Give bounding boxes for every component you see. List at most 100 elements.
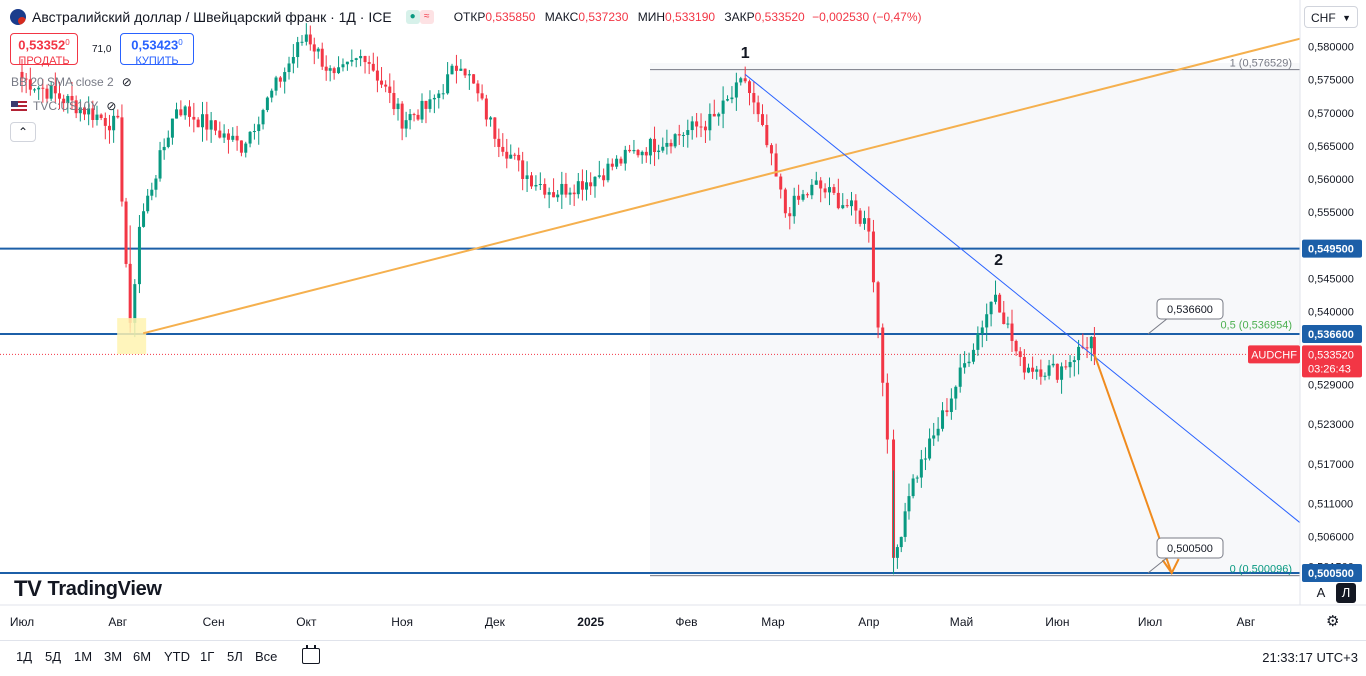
candle-body — [70, 95, 74, 101]
range-1m[interactable]: 1М — [74, 649, 93, 664]
candle-body — [497, 138, 501, 147]
candle-body — [213, 120, 217, 131]
eye-hidden-icon[interactable]: ⊘ — [121, 75, 132, 89]
last-price-text: 0,533520 — [1308, 349, 1354, 361]
candle-body — [814, 180, 818, 185]
candle-body — [976, 333, 980, 350]
candle-body — [400, 103, 404, 129]
candle-body — [158, 150, 162, 179]
range-all[interactable]: Все — [255, 649, 278, 664]
candle-body — [1014, 340, 1018, 352]
candle-body — [388, 86, 392, 93]
aud-chf-flag-icon — [10, 9, 26, 25]
candle-body — [899, 536, 903, 548]
candle-body — [257, 124, 261, 132]
candle-body — [1010, 323, 1014, 341]
chevron-up-icon: ⌃ — [17, 125, 29, 139]
candle-body — [1039, 369, 1043, 377]
ohlc-high-label: МАКС — [544, 10, 579, 24]
candle-body — [265, 97, 269, 111]
candle-body — [810, 184, 814, 196]
candle-body — [606, 163, 610, 181]
ohlc-open-value: 0,535850 — [485, 10, 536, 24]
time-axis[interactable]: Июл Авг Сен Окт Ноя Дек 2025 Фев Мар Апр Май Июн Июл… — [10, 615, 1256, 629]
calendar-icon[interactable] — [302, 645, 320, 664]
buy-button[interactable]: 0,534230 КУПИТЬ — [120, 33, 194, 67]
candle-body — [493, 117, 497, 139]
candle-body — [270, 90, 274, 98]
candle-body — [529, 175, 533, 187]
collapse-legend-button[interactable]: ⌃ — [10, 122, 36, 142]
legend-tvc[interactable]: TVC:US10Y ⊘ — [11, 99, 116, 113]
currency-select[interactable]: CHF ▼ — [1304, 6, 1358, 28]
range-ytd[interactable]: YTD — [164, 649, 190, 664]
candle-body — [805, 194, 809, 196]
utc-clock[interactable]: 21:33:17 UTC+3 — [1262, 650, 1358, 665]
symbol-title[interactable]: Австралийский доллар / Швейцарский франк… — [32, 9, 392, 25]
time-tick-label: Дек — [485, 615, 506, 629]
candle-body — [505, 151, 509, 159]
candle-body — [602, 175, 606, 181]
candle-body — [644, 151, 648, 156]
range-3m[interactable]: 3М — [104, 649, 123, 664]
candle-body — [416, 114, 420, 120]
price-axis[interactable]: 0,580000 0,575000 0,570000 0,565000 0,560000… — [1248, 42, 1362, 582]
range-1d[interactable]: 1Д — [16, 649, 33, 664]
candle-body — [657, 150, 661, 153]
range-6m[interactable]: 6М — [133, 649, 152, 664]
tradingview-logo-text: TradingView — [47, 577, 162, 600]
candle-body — [881, 327, 885, 383]
candle-body — [915, 477, 919, 479]
gear-icon[interactable]: ⚙ — [1326, 613, 1340, 630]
candle-body — [774, 153, 778, 177]
log-scale-button[interactable]: Л — [1336, 583, 1356, 603]
range-5d[interactable]: 5Д — [45, 649, 62, 664]
candle-body — [103, 118, 107, 126]
candle-body — [371, 63, 375, 71]
bottom-toolbar: 1Д 5Д 1М 3М 6М YTD 1Г 5Л Все 21:33:17 UT… — [0, 640, 1366, 676]
legend-bb[interactable]: BB 20 SMA close 2 ⊘ — [11, 75, 132, 89]
candle-body — [146, 195, 150, 212]
candle-body — [585, 182, 589, 190]
candle-body — [170, 118, 174, 138]
candle-body — [954, 386, 958, 399]
candle-body — [552, 192, 556, 198]
candle-body — [895, 547, 899, 558]
legend-bb-label: BB 20 SMA close 2 — [11, 75, 114, 89]
candle-body — [564, 183, 568, 195]
candle-body — [681, 134, 685, 136]
price-tick-label: 0,575000 — [1308, 75, 1354, 87]
time-tick-label: Окт — [296, 615, 317, 629]
wave-label: 2 — [994, 252, 1003, 269]
sell-price: 0,53352 — [18, 37, 66, 53]
range-5y[interactable]: 5Л — [227, 649, 243, 664]
candle-body — [648, 138, 652, 156]
countdown-text: 03:26:43 — [1308, 363, 1351, 375]
candle-body — [779, 176, 783, 190]
candle-body — [162, 146, 166, 151]
candle-body — [91, 108, 95, 120]
candle-body — [743, 78, 747, 82]
ohlc-low-value: 0,533190 — [665, 10, 716, 24]
tradingview-logo: TV TradingView — [14, 576, 162, 602]
candle-body — [661, 146, 665, 151]
candle-body — [28, 79, 32, 90]
candle-body — [876, 282, 880, 328]
sell-button[interactable]: 0,533520 ПРОДАТЬ — [10, 33, 78, 67]
auto-scale-button[interactable]: A — [1316, 585, 1326, 600]
candle-body — [1085, 347, 1089, 349]
eye-hidden-icon[interactable]: ⊘ — [106, 99, 117, 113]
candle-body — [345, 61, 349, 65]
candle-body — [788, 213, 792, 217]
range-1y[interactable]: 1Г — [200, 649, 215, 664]
fib-label: 1 (0,576529) — [1230, 58, 1292, 70]
time-tick-label: Май — [950, 615, 974, 629]
forecast-arrow — [1093, 354, 1173, 574]
candle-body — [166, 137, 170, 147]
candle-body — [308, 34, 312, 45]
candle-body — [985, 314, 989, 328]
last-price-tag — [1302, 345, 1362, 378]
overlays: 1 2 1 (0,576529) 0,5 (0,536954) 0 (0,500096)… — [117, 37, 1301, 576]
candle-body — [1068, 362, 1072, 368]
